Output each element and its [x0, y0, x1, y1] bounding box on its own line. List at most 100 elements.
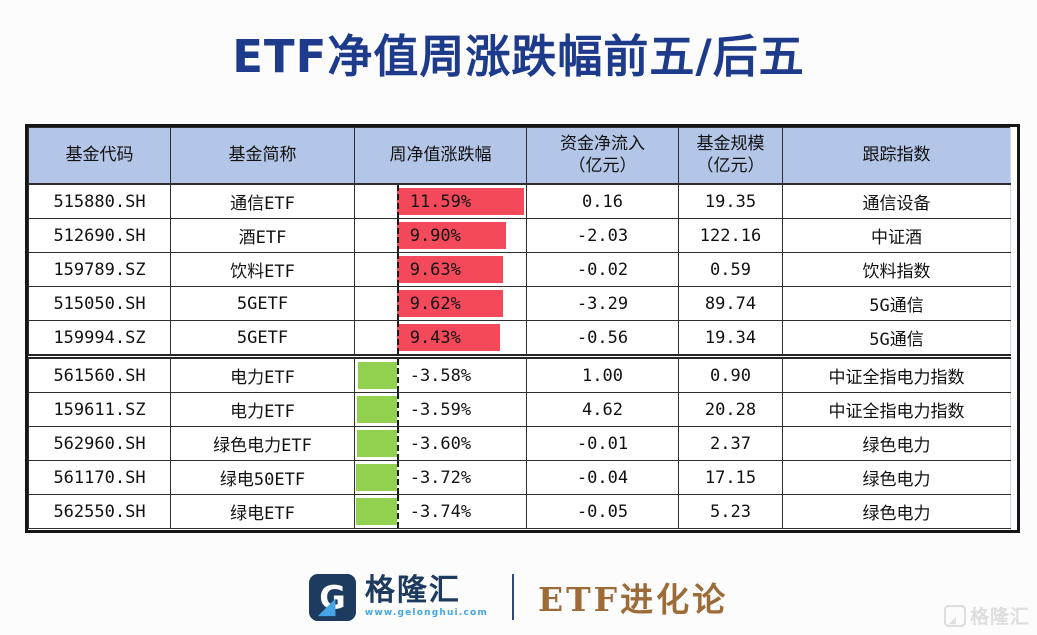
cell-fund-name: 酒ETF: [170, 218, 355, 253]
table-row: 561170.SH 绿电50ETF -3.72% -0.04 17.15 绿色电力: [28, 460, 1011, 495]
cell-weekly-change: 9.62%: [354, 286, 527, 321]
cell-tracking-index: 绿色电力: [782, 460, 1011, 495]
cell-net-inflow: -0.01: [526, 426, 679, 461]
weekly-change-value: -3.59%: [409, 399, 472, 420]
cell-fund-scale: 0.59: [678, 252, 783, 287]
zero-axis-line: [396, 185, 399, 218]
brand-title: ETF进化论: [537, 580, 729, 619]
cell-fund-code: 515050.SH: [28, 286, 171, 321]
weekly-change-value: 9.43%: [409, 327, 461, 348]
table-body: 515880.SH 通信ETF 11.59% 0.16 19.35 通信设备 512690.…: [28, 183, 1011, 529]
header-fund-code: 基金代码: [28, 127, 171, 185]
watermark-text: 格隆汇: [969, 606, 1030, 628]
cell-fund-scale: 122.16: [678, 218, 783, 253]
weekly-change-value: -3.74%: [409, 501, 472, 522]
cell-fund-name: 电力ETF: [170, 392, 355, 427]
table-row: 512690.SH 酒ETF 9.90% -2.03 122.16 中证酒: [28, 218, 1011, 253]
positive-data-bar: [396, 324, 501, 351]
cell-weekly-change: 9.43%: [354, 320, 527, 357]
header-fund-scale: 基金规模 （亿元）: [678, 127, 783, 185]
cell-weekly-change: 11.59%: [354, 183, 527, 219]
cell-fund-scale: 0.90: [678, 354, 783, 393]
table-row: 159994.SZ 5GETF 9.43% -0.56 19.34 5G通信: [28, 320, 1011, 357]
cell-fund-scale: 89.74: [678, 286, 783, 321]
cell-tracking-index: 通信设备: [782, 183, 1011, 219]
cell-fund-code: 159789.SZ: [28, 252, 171, 287]
gelonghui-logo-icon: G: [308, 573, 356, 621]
zero-axis-line: [396, 427, 399, 460]
cell-fund-name: 绿电50ETF: [170, 460, 355, 495]
zero-axis-line: [396, 461, 399, 494]
cell-net-inflow: -0.05: [526, 494, 679, 529]
cell-weekly-change: 9.90%: [354, 218, 527, 253]
footer-divider: [511, 574, 514, 620]
footer: G 格隆汇 www.gelonghui.com ETF进化论: [0, 566, 1037, 628]
cell-fund-code: 562550.SH: [28, 494, 171, 529]
zero-axis-line: [396, 287, 399, 320]
negative-data-bar: [355, 498, 397, 525]
cell-fund-scale: 2.37: [678, 426, 783, 461]
cell-net-inflow: 0.16: [526, 183, 679, 219]
table-row: 159611.SZ 电力ETF -3.59% 4.62 20.28 中证全指电力指数: [28, 392, 1011, 427]
cell-fund-name: 绿电ETF: [170, 494, 355, 529]
watermark-logo-icon: [943, 604, 966, 627]
cell-fund-code: 562960.SH: [28, 426, 171, 461]
etf-table-frame: 基金代码 基金简称 周净值涨跌幅 资金净流入 （亿元） 基金规模 （亿元） 跟踪指数…: [25, 124, 1020, 533]
cell-net-inflow: -0.04: [526, 460, 679, 495]
cell-tracking-index: 5G通信: [782, 320, 1011, 357]
cell-net-inflow: -0.56: [526, 320, 679, 357]
cell-fund-scale: 17.15: [678, 460, 783, 495]
weekly-change-value: 9.90%: [409, 225, 461, 246]
gelonghui-logo: G 格隆汇 www.gelonghui.com: [308, 573, 488, 621]
cell-fund-name: 电力ETF: [170, 354, 355, 393]
watermark: 格隆汇: [943, 602, 1030, 629]
cell-fund-code: 159994.SZ: [28, 320, 171, 357]
page-title: ETF净值周涨跌幅前五/后五: [232, 30, 805, 83]
header-fund-name: 基金简称: [170, 127, 355, 185]
zero-axis-line: [396, 321, 399, 354]
table-row: 159789.SZ 饮料ETF 9.63% -0.02 0.59 饮料指数: [28, 252, 1011, 287]
zero-axis-line: [396, 495, 399, 528]
positive-data-bar: [396, 188, 525, 215]
cell-tracking-index: 5G通信: [782, 286, 1011, 321]
gelonghui-logo-text: 格隆汇: [364, 573, 461, 608]
cell-net-inflow: 4.62: [526, 392, 679, 427]
header-weekly-change: 周净值涨跌幅: [354, 127, 527, 185]
positive-data-bar: [396, 256, 503, 283]
zero-axis-line: [396, 253, 399, 286]
cell-fund-scale: 19.35: [678, 183, 783, 219]
cell-fund-name: 通信ETF: [170, 183, 355, 219]
table-row: 562550.SH 绿电ETF -3.74% -0.05 5.23 绿色电力: [28, 494, 1011, 529]
negative-data-bar: [357, 362, 397, 389]
table-header: 基金代码 基金简称 周净值涨跌幅 资金净流入 （亿元） 基金规模 （亿元） 跟踪指数: [28, 127, 1011, 185]
cell-fund-name: 绿色电力ETF: [170, 426, 355, 461]
negative-data-bar: [357, 430, 397, 457]
cell-fund-name: 饮料ETF: [170, 252, 355, 287]
cell-fund-code: 512690.SH: [28, 218, 171, 253]
cell-fund-scale: 20.28: [678, 392, 783, 427]
table-row: 562960.SH 绿色电力ETF -3.60% -0.01 2.37 绿色电力: [28, 426, 1011, 461]
table-row: 515880.SH 通信ETF 11.59% 0.16 19.35 通信设备: [28, 183, 1011, 219]
cell-fund-code: 561170.SH: [28, 460, 171, 495]
cell-weekly-change: -3.72%: [354, 460, 527, 495]
cell-tracking-index: 中证酒: [782, 218, 1011, 253]
cell-net-inflow: -3.29: [526, 286, 679, 321]
cell-weekly-change: -3.58%: [354, 354, 527, 393]
cell-fund-code: 515880.SH: [28, 183, 171, 219]
table-row: 515050.SH 5GETF 9.62% -3.29 89.74 5G通信: [28, 286, 1011, 321]
weekly-change-value: -3.72%: [409, 467, 472, 488]
gelonghui-logo-url: www.gelonghui.com: [364, 608, 488, 618]
cell-fund-name: 5GETF: [170, 320, 355, 357]
cell-fund-name: 5GETF: [170, 286, 355, 321]
negative-data-bar: [356, 464, 397, 491]
cell-net-inflow: 1.00: [526, 354, 679, 393]
cell-tracking-index: 饮料指数: [782, 252, 1011, 287]
cell-net-inflow: -0.02: [526, 252, 679, 287]
cell-weekly-change: -3.60%: [354, 426, 527, 461]
zero-axis-line: [396, 219, 399, 252]
etf-table: 基金代码 基金简称 周净值涨跌幅 资金净流入 （亿元） 基金规模 （亿元） 跟踪指数…: [28, 127, 1011, 529]
cell-fund-scale: 19.34: [678, 320, 783, 357]
cell-weekly-change: -3.74%: [354, 494, 527, 529]
weekly-change-value: 11.59%: [409, 191, 472, 212]
cell-net-inflow: -2.03: [526, 218, 679, 253]
